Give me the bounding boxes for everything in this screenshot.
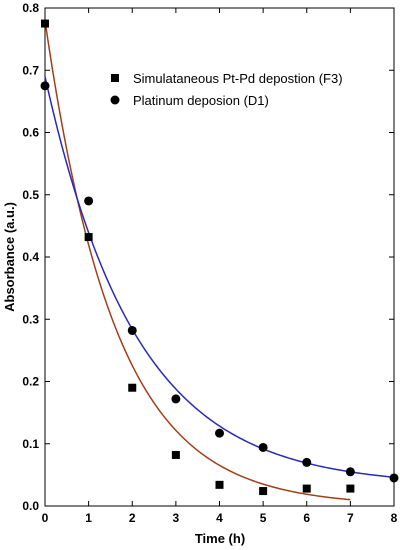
series-1-point [259, 487, 268, 496]
x-tick-label: 3 [173, 511, 180, 525]
series-1-point [84, 233, 93, 242]
y-tick-label: 0.1 [22, 437, 39, 451]
x-tick-label: 1 [85, 511, 92, 525]
series-2-point [258, 442, 268, 452]
fit-curves [44, 20, 395, 501]
legend-label: Platinum deposion (D1) [133, 93, 269, 108]
legend-marker-square [111, 74, 119, 82]
series-2-point [389, 473, 399, 483]
legend: Simulataneous Pt-Pd depostion (F3) Platin… [110, 71, 343, 108]
series-2-point [84, 196, 94, 206]
series-2-point [345, 467, 355, 477]
fit-curve-2 [44, 76, 395, 479]
series-1-point [215, 480, 224, 489]
series-2-point [171, 394, 181, 404]
x-tick-label: 6 [303, 511, 310, 525]
y-tick-label: 0.7 [22, 63, 39, 77]
series-2-point [127, 325, 137, 335]
x-tick-label: 5 [260, 511, 267, 525]
y-axis-title: Absorbance (a.u.) [2, 202, 17, 312]
series-1-point [171, 450, 180, 459]
x-tick-label: 7 [347, 511, 354, 525]
series-2-point [40, 81, 50, 91]
x-tick-label: 2 [129, 511, 136, 525]
series-1-point [346, 484, 355, 493]
y-tick-label: 0.4 [22, 250, 39, 264]
y-tick-label: 0.8 [22, 1, 39, 15]
fit-curve-1 [44, 20, 351, 501]
x-tick-label: 8 [391, 511, 398, 525]
legend-label: Simulataneous Pt-Pd depostion (F3) [133, 71, 343, 86]
y-tick-label: 0.6 [22, 126, 39, 140]
y-tick-label: 0.3 [22, 312, 39, 326]
x-tick-label: 4 [216, 511, 223, 525]
y-axis: 0.0 0.1 0.2 0.3 0.4 0.5 0.6 0.7 0.8 [22, 1, 394, 513]
series-2-point [302, 457, 312, 467]
legend-marker-circle [110, 95, 120, 105]
x-tick-label: 0 [42, 511, 49, 525]
x-axis-title: Time (h) [195, 531, 245, 546]
y-tick-label: 0.5 [22, 188, 39, 202]
x-axis: 0 1 2 3 4 5 6 7 8 [42, 8, 398, 525]
data-points [40, 19, 399, 496]
series-2-point [215, 428, 224, 438]
series-1-point [302, 484, 311, 493]
y-tick-label: 0.0 [22, 499, 39, 513]
y-tick-label: 0.2 [22, 375, 39, 389]
series-1-point [128, 383, 137, 392]
series-1-point [41, 19, 49, 28]
